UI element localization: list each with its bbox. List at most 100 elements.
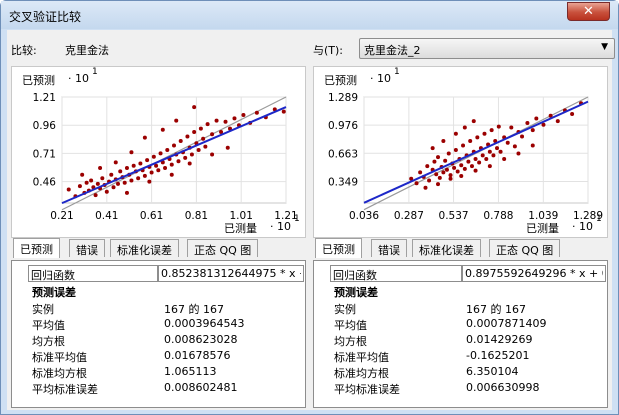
right-scatter-chart: 0.036 0.287 0.537 0.788 1.039 1.289 0.349 0.663… xyxy=(328,92,603,222)
left-data-point xyxy=(80,172,85,177)
right-data-point xyxy=(459,163,464,168)
title-bar[interactable]: 交叉验证比较 ✕ xyxy=(1,1,618,29)
left-data-point xyxy=(89,178,94,183)
right-x-tick-label: 0.036 xyxy=(349,210,379,222)
left-data-point xyxy=(154,163,159,168)
right-regression-value: 0.8975592649296 * x + 0... xyxy=(465,267,603,280)
right-data-point xyxy=(489,128,494,133)
right-regression-line xyxy=(363,100,589,204)
right-data-point xyxy=(505,140,510,145)
right-stat-label: 均方根 xyxy=(334,335,367,348)
window-title: 交叉验证比较 xyxy=(9,10,82,24)
right-data-point xyxy=(468,138,473,143)
client-area: 比较: 克里金法 与(T): 克里金法_2 ▼ 已预测 · 10 1 0.21 0… xyxy=(7,30,615,410)
left-plot-area xyxy=(61,96,287,204)
left-y-tick-label: 0.96 xyxy=(33,120,57,132)
left-x-tick-label: 0.61 xyxy=(140,210,163,222)
left-tab-normal-qq[interactable]: 正态 QQ 图 xyxy=(187,239,259,257)
left-data-point xyxy=(77,184,82,189)
left-data-point xyxy=(214,118,219,123)
right-data-point xyxy=(555,119,560,124)
right-data-point xyxy=(512,144,517,149)
right-data-point xyxy=(473,156,478,161)
left-stat-value: 0.008623028 xyxy=(164,333,238,346)
left-x-tick-label: 1.01 xyxy=(230,210,253,222)
right-data-point xyxy=(475,135,480,140)
left-data-point xyxy=(124,166,129,171)
right-data-point xyxy=(427,178,432,183)
right-data-point xyxy=(441,170,446,175)
left-regression-label-box: 回归函数 xyxy=(28,265,158,282)
left-data-point xyxy=(109,172,114,177)
left-tab-predicted[interactable]: 已预测 xyxy=(13,238,60,258)
left-stat-label: 平均标准误差 xyxy=(32,383,98,396)
right-data-point xyxy=(534,116,539,121)
left-data-point xyxy=(84,180,89,185)
left-tab-standardized-error[interactable]: 标准化误差 xyxy=(110,239,179,257)
right-data-point xyxy=(525,120,530,125)
left-yscale: · 10 xyxy=(68,72,89,85)
right-data-point xyxy=(487,149,492,154)
right-stat-value: -0.1625201 xyxy=(466,349,530,362)
with-label: 与(T): xyxy=(313,44,344,57)
left-data-point xyxy=(219,129,224,134)
right-tab-normal-qq[interactable]: 正态 QQ 图 xyxy=(489,239,561,257)
left-regression-value-box[interactable]: 0.852381312644975 * x + ... xyxy=(158,265,304,282)
left-regression-line xyxy=(61,106,287,205)
left-section-title: 预测误差 xyxy=(32,286,76,299)
right-data-point xyxy=(530,128,535,133)
left-stat-value: 1.065113 xyxy=(164,365,217,378)
left-xscale: · 10 xyxy=(270,220,291,233)
left-data-point xyxy=(100,176,105,181)
left-regression-label: 回归函数 xyxy=(31,269,75,282)
left-tab-error[interactable]: 错误 xyxy=(69,239,105,257)
left-data-point xyxy=(201,136,206,141)
right-regression-value-box[interactable]: 0.8975592649296 * x + 0... xyxy=(462,265,606,282)
left-data-point xyxy=(158,151,163,156)
right-stat-value: 0.006630998 xyxy=(466,381,540,394)
left-data-point xyxy=(210,132,215,137)
left-tab-strip: 已预测 错误 标准化误差 正态 QQ 图 xyxy=(13,238,303,259)
left-data-point xyxy=(93,193,98,198)
right-data-point xyxy=(459,174,464,179)
left-data-point xyxy=(178,138,183,143)
compare-with-dropdown[interactable]: 克里金法_2 ▼ xyxy=(359,38,615,59)
left-data-point xyxy=(176,159,181,164)
right-data-point xyxy=(462,125,467,130)
left-data-point xyxy=(147,179,152,184)
left-yexp: 1 xyxy=(92,67,98,77)
right-stat-value: 0.01429269 xyxy=(466,333,533,346)
left-data-point xyxy=(172,143,176,148)
close-button[interactable]: ✕ xyxy=(567,2,610,21)
right-tab-predicted[interactable]: 已预测 xyxy=(315,238,362,258)
right-data-point xyxy=(509,125,514,130)
right-data-point xyxy=(441,138,446,143)
left-scatter-chart: 0.21 0.41 0.61 0.81 1.01 1.21 0.46 0.71 0.96 1.21 xyxy=(33,92,298,222)
right-ylabel: 已预测 xyxy=(324,74,357,87)
right-stat-value: 167 的 167 xyxy=(466,303,526,316)
left-data-point xyxy=(169,172,174,177)
right-tab-error[interactable]: 错误 xyxy=(371,239,407,257)
left-stat-label: 均方根 xyxy=(32,335,65,348)
right-data-point xyxy=(520,134,525,139)
left-data-point xyxy=(223,119,228,124)
right-data-point xyxy=(432,159,437,164)
left-data-point xyxy=(98,166,103,171)
right-stat-value: 0.0007871409 xyxy=(466,317,547,330)
right-data-point xyxy=(530,143,535,148)
left-stat-value: 167 的 167 xyxy=(164,303,224,316)
right-data-point xyxy=(423,185,428,190)
left-data-point xyxy=(116,181,120,186)
right-xscale: · 10 xyxy=(572,220,593,233)
right-yscale: · 10 xyxy=(370,72,391,85)
left-data-point xyxy=(187,161,192,166)
right-data-point xyxy=(491,153,496,158)
left-ylabel: 已预测 xyxy=(22,74,55,87)
right-y-tick-label: 0.349 xyxy=(328,177,358,189)
left-data-point xyxy=(196,148,201,152)
right-data-point xyxy=(446,151,451,156)
left-data-point xyxy=(169,162,174,167)
right-tab-standardized-error[interactable]: 标准化误差 xyxy=(412,239,481,257)
left-regression-value: 0.852381312644975 * x + ... xyxy=(161,267,301,280)
left-data-point xyxy=(185,134,190,139)
